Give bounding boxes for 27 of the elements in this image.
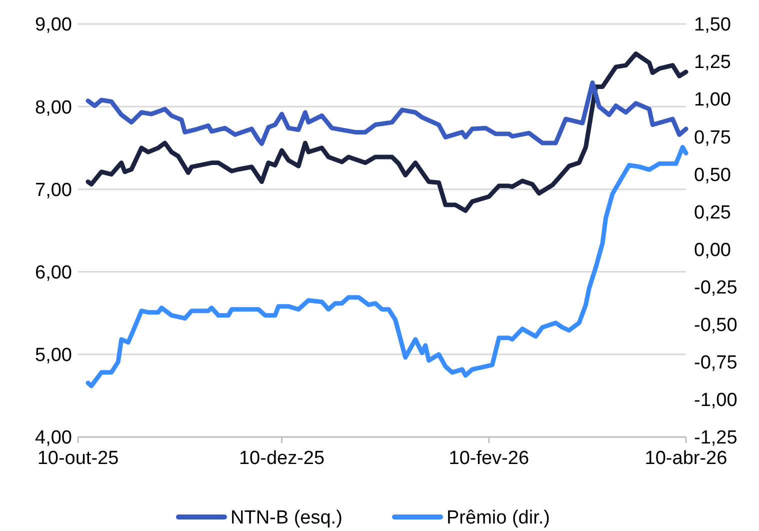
line-series: [86, 51, 688, 213]
x-tick-label: 10-fev-26: [448, 448, 530, 469]
y2-tick-label: 1,25: [694, 52, 731, 74]
y2-tick-label: -0,50: [694, 315, 738, 336]
y2-tick-label: -0,25: [694, 277, 738, 298]
y2-tick-label: -1,00: [694, 390, 738, 412]
y2-tick-label: 0,50: [694, 164, 731, 186]
y-tick-label: 7,00: [35, 180, 72, 201]
y-tick-label: 4,00: [35, 428, 72, 449]
y2-tick-label: 1,00: [694, 90, 731, 111]
y-tick-label: 8,00: [35, 97, 72, 118]
x-tick-label: 10-abr-26: [644, 448, 728, 469]
y2-tick-label: -0,75: [694, 352, 738, 374]
y2-tick-label: 0,75: [694, 127, 731, 148]
y2-tick-label: -1,25: [694, 428, 738, 449]
x-tick-label: 10-out-25: [37, 448, 119, 469]
y2-tick-label: 1,50: [694, 14, 731, 36]
y2-tick-label: 0,00: [694, 240, 731, 261]
line-series: [86, 80, 688, 146]
y-tick-label: 6,00: [35, 262, 72, 284]
line-series: [86, 144, 688, 388]
y-tick-label: 9,00: [35, 14, 72, 36]
legend-label: NTN-B (esq.): [230, 508, 342, 529]
legend-label: Prêmio (dir.): [446, 508, 550, 529]
y-tick-label: 5,00: [35, 345, 72, 366]
x-tick-label: 10-dez-25: [239, 448, 325, 469]
y2-tick-label: 0,25: [694, 202, 731, 224]
